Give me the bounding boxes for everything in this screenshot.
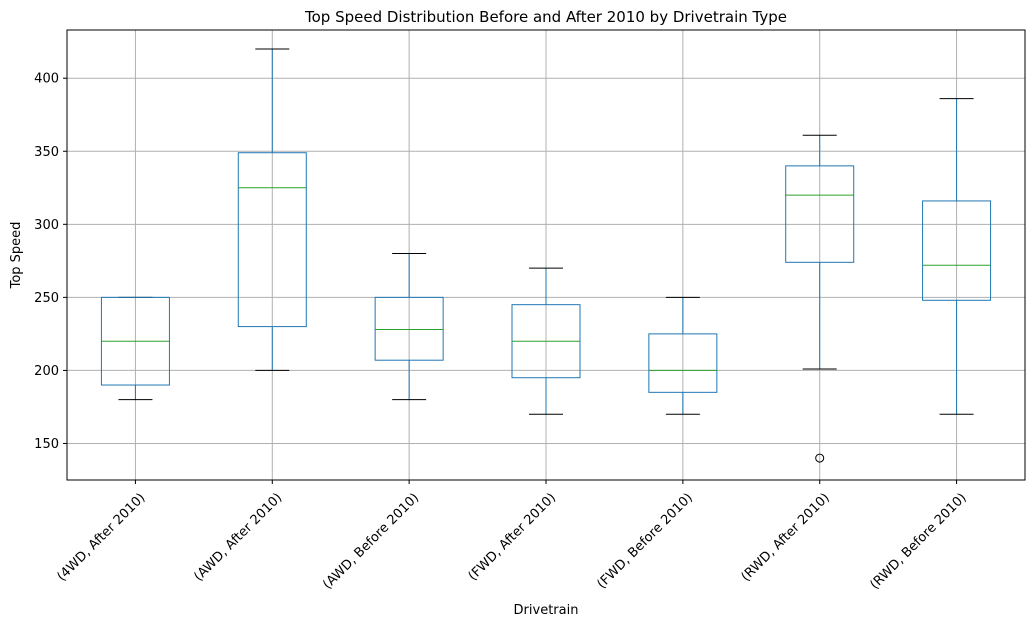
y-axis-ticks: 150 200 250 300 350 400 [34, 72, 67, 452]
y-tick-label: 150 [34, 437, 59, 452]
y-tick-label: 250 [34, 291, 59, 306]
box-3 [374, 253, 444, 401]
x-tick-label: (4WD, After 2010) [54, 490, 148, 584]
x-tick-label: (RWD, Before 2010) [867, 490, 969, 592]
x-tick-label: (RWD, After 2010) [739, 490, 833, 584]
y-tick-label: 400 [34, 72, 59, 87]
iqr-box [785, 165, 855, 263]
y-tick-label: 300 [34, 218, 59, 233]
y-axis-label: Top Speed [9, 222, 24, 290]
box-7 [922, 98, 992, 415]
iqr-box [374, 296, 444, 361]
box-4 [511, 267, 581, 415]
x-axis-label: Drivetrain [514, 603, 579, 618]
x-tick-label: (AWD, Before 2010) [320, 490, 422, 592]
iqr-box [648, 333, 718, 393]
box-1 [100, 296, 170, 401]
y-tick-label: 200 [34, 364, 59, 379]
x-axis-ticks: (4WD, After 2010) (AWD, After 2010) (AWD, … [54, 480, 970, 593]
box-series [100, 48, 992, 463]
x-tick-label: (FWD, After 2010) [466, 490, 559, 583]
chart-title: Top Speed Distribution Before and After … [304, 8, 787, 26]
outlier-point [815, 453, 825, 463]
y-tick-label: 350 [34, 145, 59, 160]
x-tick-label: (FWD, Before 2010) [594, 490, 695, 591]
box-5 [648, 296, 718, 415]
iqr-box [922, 200, 992, 301]
box-2 [237, 48, 307, 371]
box-6 [785, 134, 855, 463]
iqr-box [237, 152, 307, 328]
x-tick-label: (AWD, After 2010) [191, 490, 285, 584]
